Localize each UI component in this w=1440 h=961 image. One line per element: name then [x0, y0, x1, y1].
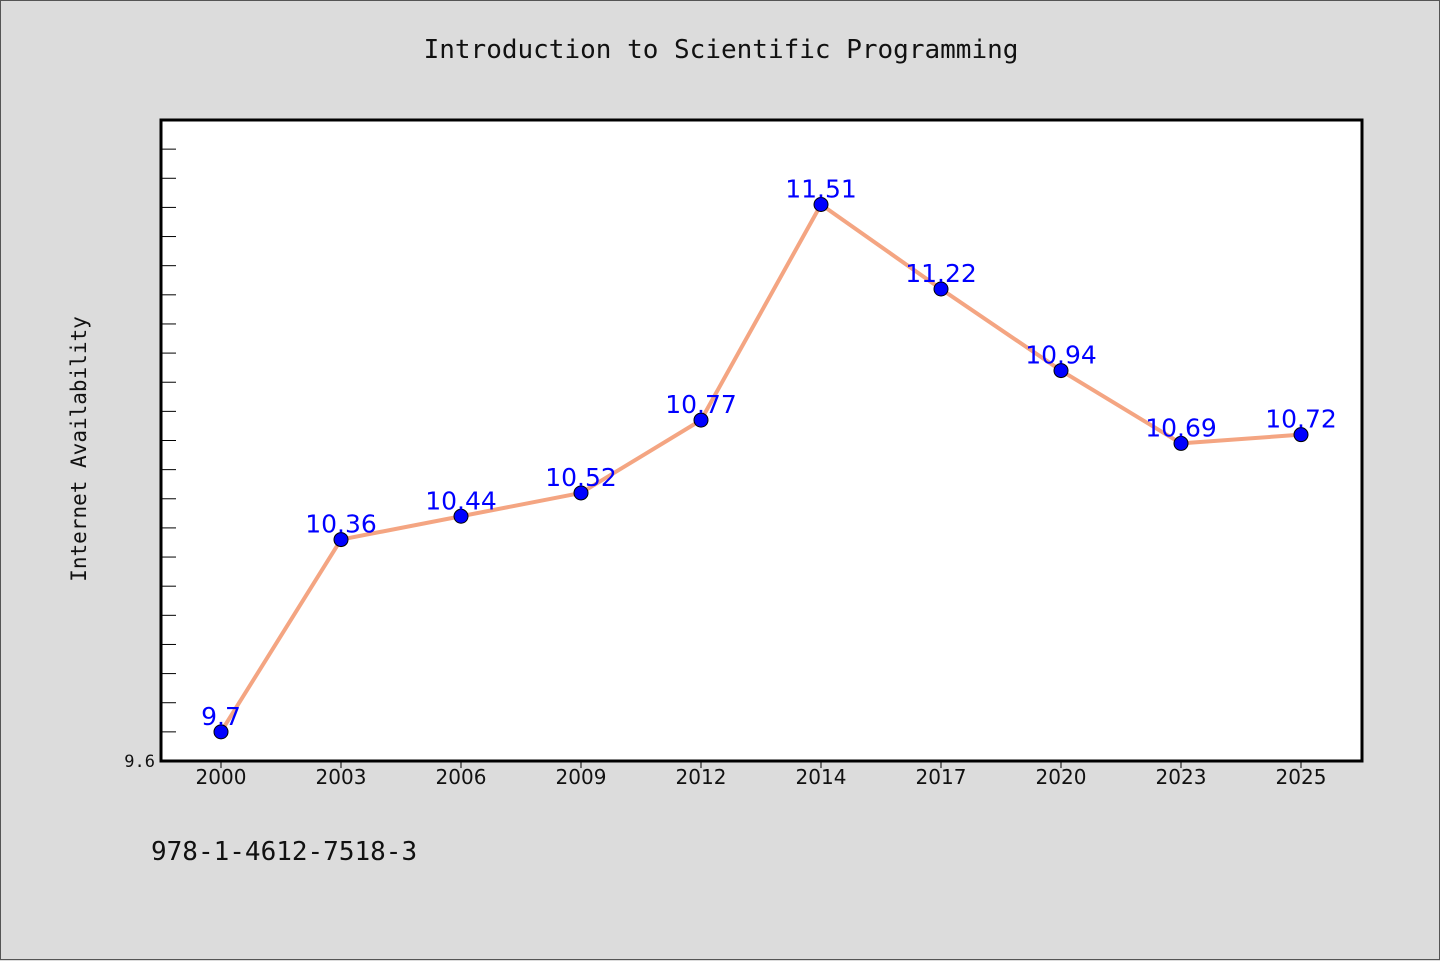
- x-tick-label: 2023: [1156, 765, 1207, 789]
- x-tick-label: 2014: [796, 765, 847, 789]
- x-tick-label: 2017: [916, 765, 967, 789]
- x-tick-label: 2009: [556, 765, 607, 789]
- plot-area: [159, 118, 1364, 763]
- data-label: 10.94: [1025, 341, 1097, 370]
- series-line: [219, 202, 1302, 733]
- data-point: [813, 196, 829, 212]
- x-tick-label: 2025: [1276, 765, 1327, 789]
- data-point: [933, 281, 949, 297]
- chart-title: Introduction to Scientific Programming: [423, 35, 1019, 65]
- x-tick-label: 2000: [196, 765, 247, 789]
- data-label: 10.69: [1145, 413, 1217, 442]
- y-tick-label: 9.6: [124, 752, 155, 772]
- data-point: [693, 412, 709, 428]
- data-label: 11.22: [905, 259, 977, 288]
- x-tick-label: 2006: [436, 765, 487, 789]
- x-tick-label: 2012: [676, 765, 727, 789]
- data-point: [1053, 363, 1069, 379]
- data-label: 10.72: [1265, 405, 1337, 434]
- data-label: 10.52: [545, 463, 617, 492]
- data-point: [213, 724, 229, 740]
- data-point: [333, 532, 349, 548]
- data-label: 11.51: [785, 174, 857, 203]
- x-tick-label: 2020: [1036, 765, 1087, 789]
- isbn-text: 978-1-4612-7518-3: [151, 837, 418, 867]
- data-point: [573, 485, 589, 501]
- data-point: [453, 508, 469, 524]
- data-label: 10.77: [665, 390, 737, 419]
- data-label: 9.7: [201, 702, 241, 731]
- data-point: [1173, 435, 1189, 451]
- data-label: 10.44: [425, 486, 497, 515]
- data-label: 10.36: [305, 510, 377, 539]
- data-point: [1293, 427, 1309, 443]
- x-tick-label: 2003: [316, 765, 367, 789]
